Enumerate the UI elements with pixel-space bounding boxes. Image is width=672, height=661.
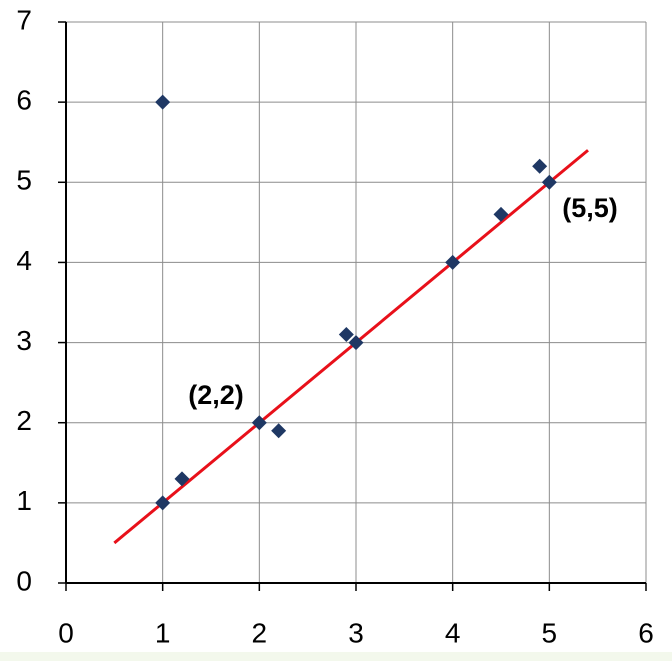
- x-tick-label: 3: [348, 617, 364, 648]
- scatter-point: [155, 495, 171, 511]
- scatter-point: [348, 335, 364, 351]
- x-tick-label: 4: [445, 617, 461, 648]
- y-tick-label: 5: [16, 165, 32, 196]
- scatter-point: [338, 327, 354, 343]
- y-tick-label: 1: [16, 485, 32, 516]
- bottom-strip: [0, 652, 672, 661]
- scatter-point: [532, 158, 548, 174]
- scatter-point: [541, 174, 557, 190]
- scatter-point: [445, 254, 461, 270]
- y-tick-label: 2: [16, 405, 32, 436]
- scatter-point: [155, 94, 171, 110]
- scatter-point: [251, 415, 267, 431]
- x-tick-label: 6: [638, 617, 654, 648]
- x-tick-label: 2: [252, 617, 268, 648]
- x-tick-label: 5: [542, 617, 558, 648]
- y-tick-label: 7: [16, 4, 32, 35]
- y-tick-label: 0: [16, 565, 32, 596]
- scatter-point: [493, 206, 509, 222]
- scatter-point: [174, 471, 190, 487]
- scatter-point: [271, 423, 287, 439]
- annotation: (2,2): [188, 380, 244, 410]
- y-tick-label: 6: [16, 85, 32, 116]
- x-tick-label: 1: [155, 617, 171, 648]
- annotation: (5,5): [562, 193, 618, 223]
- trend-line: [113, 149, 589, 545]
- y-tick-label: 3: [16, 325, 32, 356]
- x-tick-label: 0: [58, 617, 74, 648]
- y-tick-label: 4: [16, 245, 32, 276]
